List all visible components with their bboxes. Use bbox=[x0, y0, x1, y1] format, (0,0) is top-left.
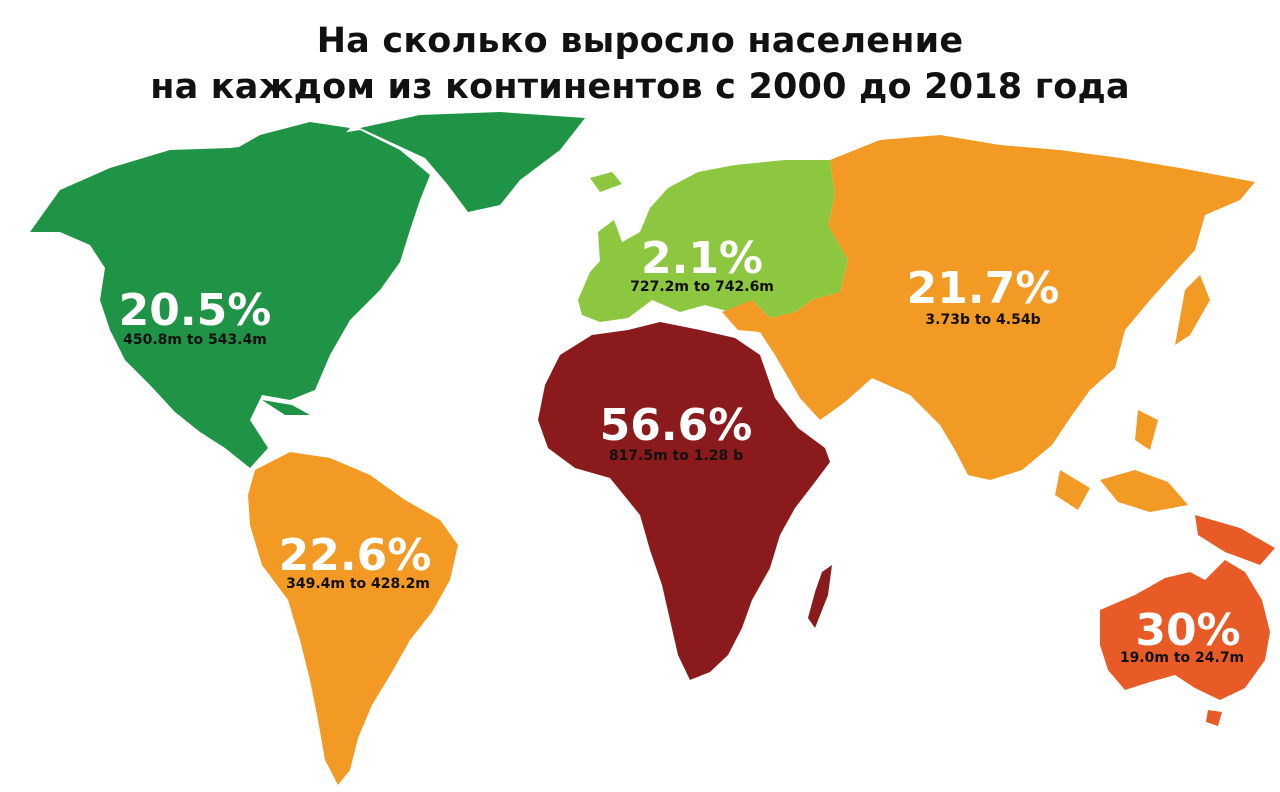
asia-region bbox=[722, 135, 1255, 512]
greenland-shape bbox=[360, 112, 585, 212]
europe-range: 727.2m to 742.6m bbox=[630, 279, 774, 295]
australia-shape bbox=[1100, 560, 1270, 700]
australia-range: 19.0m to 24.7m bbox=[1120, 650, 1244, 666]
europe-region bbox=[578, 160, 848, 322]
japan-shape bbox=[1175, 275, 1210, 345]
africa-range: 817.5m to 1.28 b bbox=[609, 448, 743, 464]
britain-shape bbox=[598, 220, 622, 262]
south-america-shape bbox=[248, 452, 458, 785]
africa-shape bbox=[538, 322, 830, 680]
title-line-2: на каждом из континентов с 2000 до 2018 … bbox=[150, 67, 1130, 107]
africa-region bbox=[538, 322, 832, 680]
africa-percent: 56.6% bbox=[600, 400, 753, 451]
iceland-shape bbox=[590, 172, 622, 192]
arctic-islands-shape bbox=[225, 122, 350, 162]
australia-region bbox=[1100, 515, 1275, 726]
title-line-1: На сколько выросло население bbox=[316, 21, 964, 61]
europe-percent: 2.1% bbox=[641, 233, 763, 284]
north-america-range: 450.8m to 543.4m bbox=[123, 332, 267, 348]
europe-shape bbox=[578, 160, 848, 322]
map-title: На сколько выросло население на каждом и… bbox=[0, 18, 1280, 110]
asia-range: 3.73b to 4.54b bbox=[925, 312, 1040, 328]
tasmania-shape bbox=[1206, 710, 1222, 726]
south-america-percent: 22.6% bbox=[279, 530, 432, 581]
new-guinea-shape bbox=[1195, 515, 1275, 565]
north-america-percent: 20.5% bbox=[119, 285, 272, 336]
asia-shape bbox=[722, 135, 1255, 480]
australia-percent: 30% bbox=[1135, 605, 1240, 656]
madagascar-shape bbox=[808, 565, 832, 628]
asia-percent: 21.7% bbox=[907, 263, 1060, 314]
north-america-region bbox=[30, 112, 585, 468]
southeast-asia-islands-shape bbox=[1055, 410, 1188, 512]
south-america-region bbox=[248, 452, 458, 785]
cuba-shape bbox=[262, 400, 310, 415]
north-america-shape bbox=[30, 130, 430, 468]
south-america-range: 349.4m to 428.2m bbox=[286, 576, 430, 592]
